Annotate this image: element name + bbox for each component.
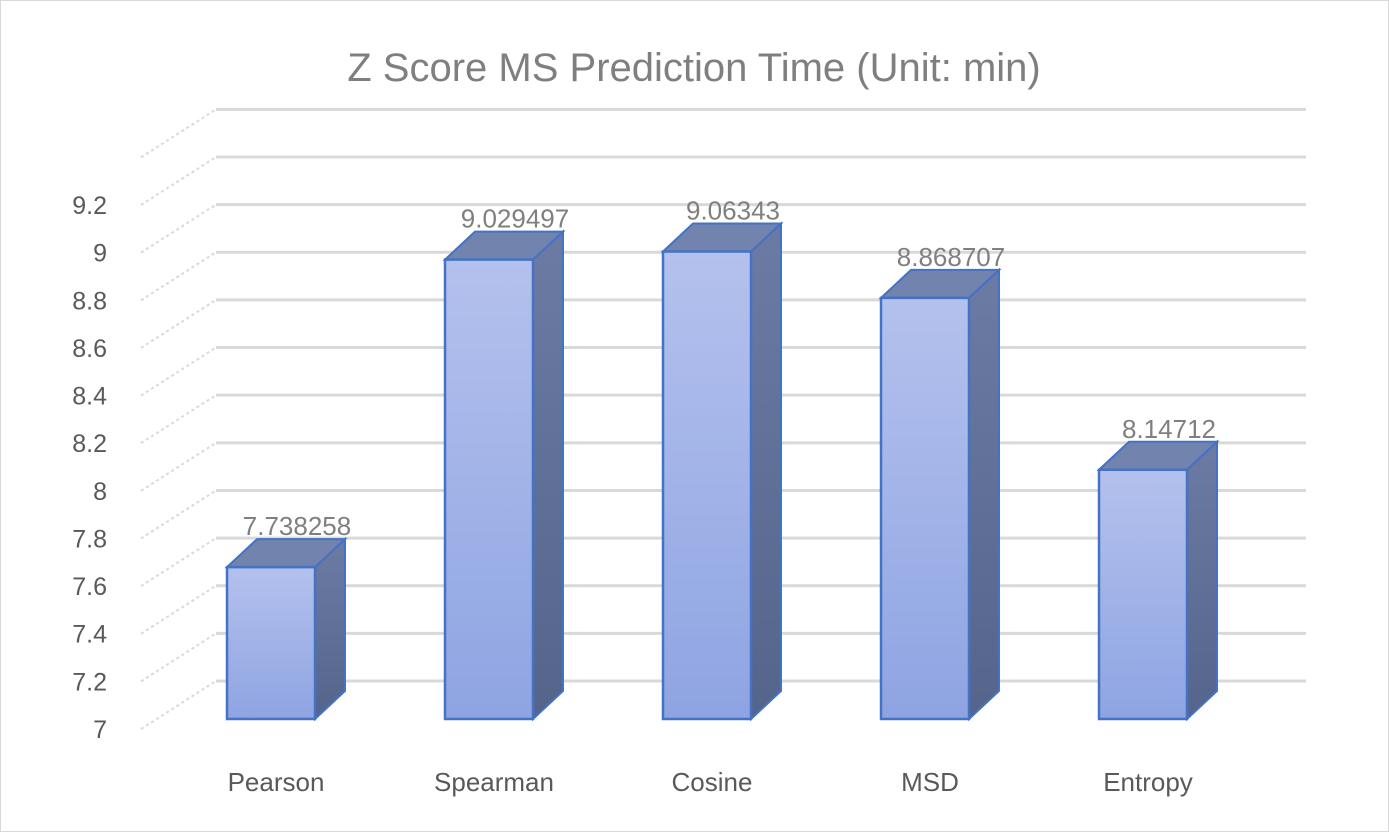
data-labels: 7.738258 9.029497 9.06343 8.868707 8.14712 [243, 196, 1216, 542]
y-tick-label: 9.2 [72, 192, 107, 220]
y-tick-label: 8.4 [72, 383, 107, 411]
y-tick-label: 8 [93, 478, 107, 506]
gridline-side [140, 299, 217, 349]
y-tick-label: 8.8 [72, 287, 107, 315]
gridline-side [140, 108, 217, 159]
gridline-side [140, 203, 217, 254]
bar-side [314, 536, 346, 722]
gridline-side [140, 441, 217, 492]
bar-cosine [660, 221, 784, 722]
gridline-side [140, 489, 217, 540]
gridline-side [140, 394, 217, 445]
bar-front [661, 250, 753, 721]
x-axis-categories: Pearson Spearman Cosine MSD Entropy [228, 767, 1193, 797]
bar-entropy [1096, 439, 1220, 722]
bar-front [443, 258, 535, 721]
bar-spearman [442, 229, 566, 722]
gridline-side [140, 251, 217, 302]
bar-msd [878, 267, 1002, 722]
y-tick-label: 7.2 [72, 668, 107, 696]
y-axis-ticks: 7 7.2 7.4 7.6 7.8 8 8.2 8.4 8.6 8.8 9 9.2 [72, 192, 107, 744]
bar-side [1186, 439, 1218, 722]
x-category-label: Spearman [434, 767, 554, 797]
bar-side [968, 267, 1000, 722]
bar-front [1097, 468, 1189, 721]
bar-front [879, 296, 971, 721]
x-category-label: Pearson [228, 767, 325, 797]
gridline-side [140, 537, 217, 587]
x-category-label: Cosine [672, 767, 753, 797]
gridline-side [140, 156, 217, 206]
bar-side [532, 229, 564, 722]
data-label: 9.029497 [461, 204, 569, 234]
data-label: 9.06343 [686, 196, 780, 226]
gridline-side [140, 680, 217, 730]
data-label: 8.868707 [897, 242, 1005, 272]
y-tick-label: 7.6 [72, 573, 107, 601]
bar-side [750, 221, 782, 722]
data-label: 7.738258 [243, 511, 351, 541]
gridline-side [140, 584, 217, 635]
y-tick-label: 7.4 [72, 621, 107, 649]
chart-title: Z Score MS Prediction Time (Unit: min) [347, 46, 1041, 90]
y-tick-label: 8.2 [72, 430, 107, 458]
bars [224, 221, 1220, 722]
y-tick-label: 7.8 [72, 525, 107, 553]
gridline-side [140, 632, 217, 683]
bar-front [225, 565, 317, 721]
y-tick-label: 9 [93, 240, 107, 268]
x-category-label: MSD [901, 767, 959, 797]
gridline-side [140, 346, 217, 397]
data-label: 8.14712 [1122, 414, 1216, 444]
x-category-label: Entropy [1103, 767, 1193, 797]
y-tick-label: 8.6 [72, 335, 107, 363]
bar-pearson [224, 536, 348, 722]
y-tick-label: 7 [93, 716, 107, 744]
